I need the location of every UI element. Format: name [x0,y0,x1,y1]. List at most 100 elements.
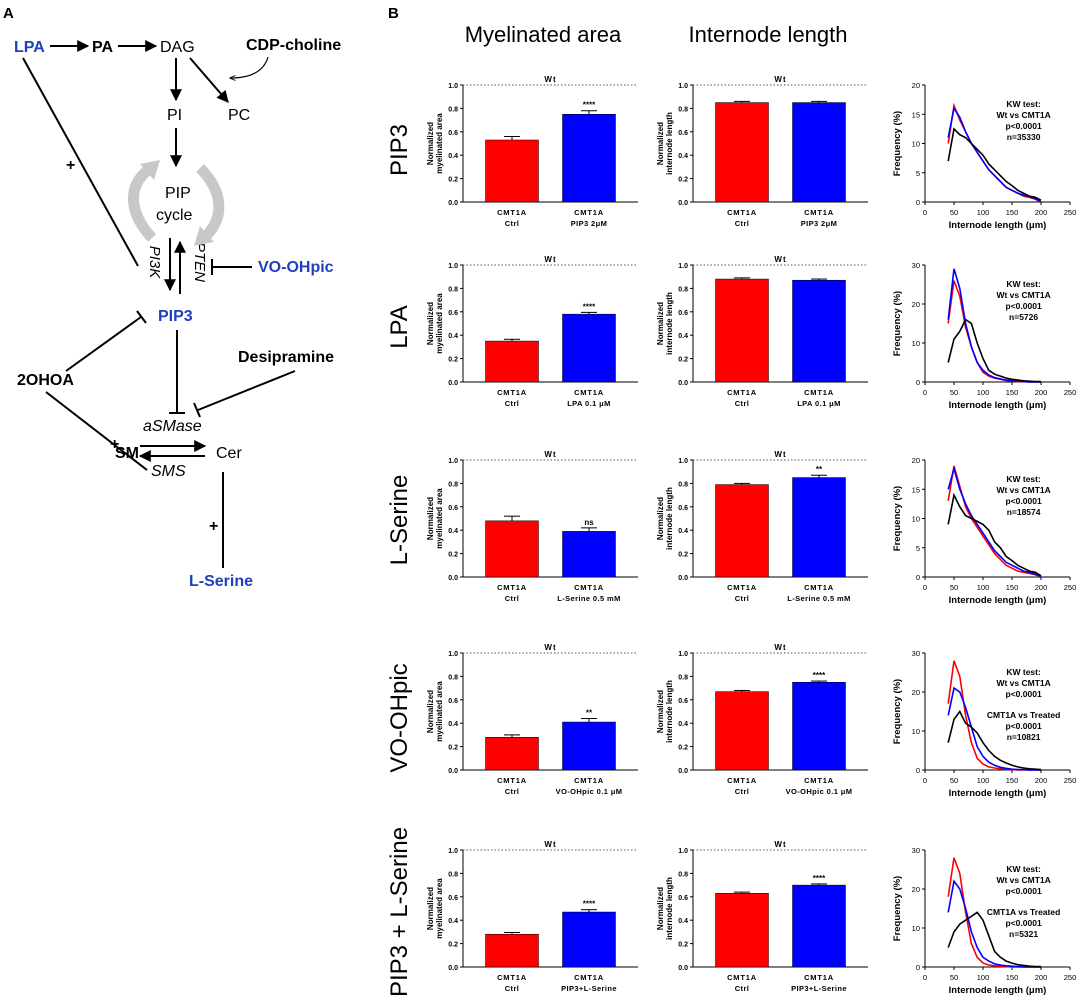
x-tick-label: CMT1A [804,973,834,982]
x-tick-label: VO-OHpic 0.1 μM [556,787,623,796]
y-tick-label: 0.6 [678,895,688,902]
y-tick-label: 0.4 [678,918,688,925]
bar-chart-pip3_area: 0.0 0.2 0.4 0.6 0.8 1.0 Wt Normalized myelinated… [426,75,638,228]
plus-l-serine: + [209,518,218,535]
bar [715,278,769,383]
x-tick-label: 0 [923,388,927,397]
series-line-wt [947,709,1042,771]
y-tick-label: 1.0 [448,651,458,658]
x-tick-label: Ctrl [735,594,750,603]
y-axis-label: Normalized [426,122,435,165]
significance-label: **** [583,101,596,110]
x-tick-label: Ctrl [505,787,520,796]
x-tick-label: 250 [1064,583,1077,592]
bar [562,721,616,771]
line-chart-vo_freq: 0 10 20 30 0 50 100 150 200 250 Internode length (… [892,649,1076,799]
y-tick-label: 0.8 [678,481,688,488]
y-tick-label: 0 [916,963,920,972]
y-tick-label: 5 [916,169,920,178]
y-tick-label: 0.0 [678,200,688,207]
panel-a-label: A [3,5,14,22]
series-line-wt [947,127,1042,201]
x-tick-label: 50 [950,973,958,982]
annotation-line: KW test: [1006,474,1041,484]
x-tick-label: CMT1A [497,973,527,982]
y-tick-label: 10 [912,727,920,736]
x-tick-label: CMT1A [497,208,527,217]
y-tick-label: 1.0 [678,651,688,658]
panel-b: B Myelinated area Internode length PIP3 … [386,5,1076,997]
y-tick-label: 0.8 [448,481,458,488]
bar [792,102,846,203]
bar-chart-combo_len: 0.0 0.2 0.4 0.6 0.8 1.0 Wt Normalized internode … [656,840,868,993]
x-tick-label: 0 [923,583,927,592]
y-tick-label: 15 [912,110,920,119]
panel-b-label: B [388,5,399,22]
node-pip-cycle-1: PIP [165,185,191,202]
wt-label: Wt [774,75,786,84]
x-tick-label: 200 [1035,583,1048,592]
y-axis-label: internode length [665,680,674,743]
bar [562,313,616,383]
x-tick-label: 150 [1006,776,1019,785]
wt-label: Wt [774,643,786,652]
x-tick-label: 100 [977,208,990,217]
bar-chart-vo_len: 0.0 0.2 0.4 0.6 0.8 1.0 Wt Normalized internode … [656,643,868,796]
node-cer: Cer [216,445,242,462]
bar [792,279,846,383]
pathway-arrows [22,40,296,568]
y-tick-label: 0.2 [678,177,688,184]
annotation-line: n=18574 [1007,507,1041,517]
y-tick-label: 20 [912,81,920,90]
annotation-line: Wt vs CMT1A [996,485,1050,495]
x-tick-label: CMT1A [574,776,604,785]
y-tick-label: 0.6 [678,698,688,705]
y-tick-label: 0.4 [678,721,688,728]
bar-chart-lpa_area: 0.0 0.2 0.4 0.6 0.8 1.0 Wt Normalized myelinated… [426,255,638,408]
x-tick-label: 0 [923,776,927,785]
wt-label: Wt [544,255,556,264]
y-axis-label: myelinated area [435,113,444,174]
row-label-pip3-l-serine: PIP3 + L-Serine [386,827,413,997]
x-tick-label: CMT1A [727,973,757,982]
y-tick-label: 0.0 [448,200,458,207]
annotation-line: KW test: [1006,99,1041,109]
x-tick-label: CMT1A [497,388,527,397]
bar-chart-ls_len: 0.0 0.2 0.4 0.6 0.8 1.0 Wt Normalized internode … [656,450,868,603]
y-tick-label: 0.6 [678,505,688,512]
annotation-line: Wt vs CMT1A [996,875,1050,885]
x-tick-label: 0 [923,973,927,982]
bar [562,114,616,203]
y-tick-label: 15 [912,485,920,494]
x-tick-label: L-Serine 0.5 mM [557,594,621,603]
charts-container: 0.0 0.2 0.4 0.6 0.8 1.0 Wt Normalized myelinated… [426,75,1076,996]
bar [485,520,539,578]
annotation-line: Wt vs CMT1A [996,110,1050,120]
x-tick-label: 150 [1006,388,1019,397]
y-tick-label: 0.6 [678,130,688,137]
node-2ohoa: 2OHOA [17,372,74,389]
annotation-line: KW test: [1006,864,1041,874]
annotation-line: p<0.0001 [1006,121,1042,131]
x-tick-label: Ctrl [505,594,520,603]
node-cdp-choline: CDP-choline [246,37,341,54]
x-tick-label: CMT1A [804,208,834,217]
y-axis-label: internode length [665,292,674,355]
series-line-treated [947,465,1042,578]
bar-chart-combo_area: 0.0 0.2 0.4 0.6 0.8 1.0 Wt Normalized myelinated… [426,840,638,993]
y-axis-label: Frequency (%) [892,486,903,551]
node-sms: SMS [151,463,186,480]
y-tick-label: 0.0 [678,768,688,775]
x-tick-label: CMT1A [497,776,527,785]
y-tick-label: 0.2 [448,552,458,559]
row-label-lpa: LPA [386,305,413,349]
y-tick-label: 0.8 [678,674,688,681]
y-tick-label: 0.0 [678,380,688,387]
x-tick-label: 250 [1064,776,1077,785]
y-tick-label: 0.2 [678,552,688,559]
series-line-treated [947,106,1042,203]
wt-label: Wt [544,75,556,84]
x-tick-label: Ctrl [505,984,520,993]
y-tick-label: 0.6 [448,310,458,317]
